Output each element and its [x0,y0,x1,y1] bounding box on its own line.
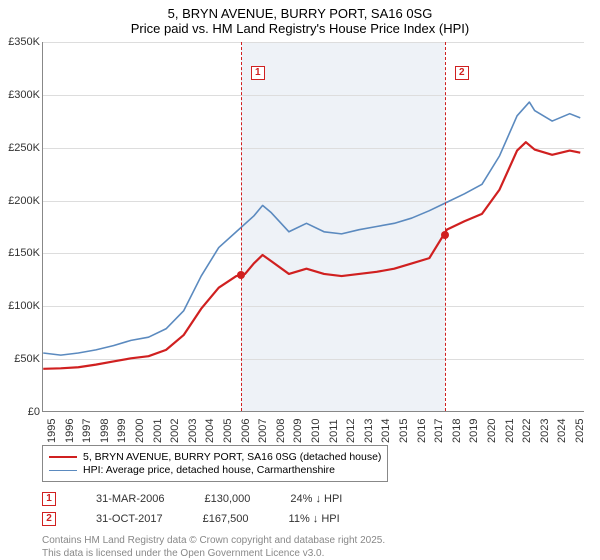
series-hpi [43,102,580,355]
footnote-marker-2: 2 [42,512,56,526]
x-axis-label: 2009 [292,419,304,443]
x-axis-label: 2020 [486,419,498,443]
chart-area: 12 [42,42,584,412]
x-axis-label: 2022 [521,419,533,443]
x-axis-label: 2005 [222,419,234,443]
legend-row-property: 5, BRYN AVENUE, BURRY PORT, SA16 0SG (de… [49,451,381,463]
y-axis-label: £200K [0,195,40,207]
marker-dot-2 [441,231,449,239]
marker-vline [241,42,242,411]
x-axis-label: 1998 [99,419,111,443]
x-axis-label: 2000 [134,419,146,443]
legend-box: 5, BRYN AVENUE, BURRY PORT, SA16 0SG (de… [42,445,388,482]
x-axis-label: 2010 [310,419,322,443]
x-axis-label: 2019 [468,419,480,443]
y-axis-label: £100K [0,300,40,312]
title-line1: 5, BRYN AVENUE, BURRY PORT, SA16 0SG [0,6,600,21]
copyright-block: Contains HM Land Registry data © Crown c… [42,534,385,560]
x-axis-label: 1995 [46,419,58,443]
chart-title-block: 5, BRYN AVENUE, BURRY PORT, SA16 0SG Pri… [0,0,600,38]
footnote-marker-1: 1 [42,492,56,506]
y-axis-label: £0 [0,406,40,418]
y-axis-label: £350K [0,36,40,48]
x-axis-label: 2008 [275,419,287,443]
x-axis-label: 2013 [363,419,375,443]
x-axis-label: 2025 [574,419,586,443]
x-axis-label: 2015 [398,419,410,443]
y-axis-label: £150K [0,247,40,259]
y-axis-label: £300K [0,89,40,101]
series-property [43,142,580,369]
x-axis-label: 1996 [64,419,76,443]
x-axis-label: 2007 [257,419,269,443]
x-axis-label: 2002 [169,419,181,443]
x-axis-label: 2001 [152,419,164,443]
footnote-row-1: 1 31-MAR-2006 £130,000 24% ↓ HPI [42,492,342,506]
x-axis-label: 2024 [556,419,568,443]
marker-dot-1 [237,271,245,279]
x-axis-label: 1997 [81,419,93,443]
y-axis-label: £250K [0,142,40,154]
x-axis-label: 1999 [116,419,128,443]
legend-label-property: 5, BRYN AVENUE, BURRY PORT, SA16 0SG (de… [83,451,381,463]
footnote-price-2: £167,500 [203,513,249,525]
x-axis-label: 2017 [433,419,445,443]
legend-label-hpi: HPI: Average price, detached house, Carm… [83,464,335,476]
x-axis-label: 2018 [451,419,463,443]
title-line2: Price paid vs. HM Land Registry's House … [0,21,600,36]
y-axis-label: £50K [0,353,40,365]
x-axis-label: 2003 [187,419,199,443]
footnote-pct-2: 11% ↓ HPI [289,513,340,525]
marker-box-1: 1 [251,66,265,80]
footnote-pct-1: 24% ↓ HPI [290,493,342,505]
legend-swatch-property [49,456,77,458]
copyright-line2: This data is licensed under the Open Gov… [42,547,385,560]
copyright-line1: Contains HM Land Registry data © Crown c… [42,534,385,547]
x-axis-label: 2021 [504,419,516,443]
x-axis-label: 2023 [539,419,551,443]
legend-row-hpi: HPI: Average price, detached house, Carm… [49,464,381,476]
x-axis-label: 2004 [204,419,216,443]
marker-vline [445,42,446,411]
chart-svg [43,42,584,411]
x-axis-label: 2012 [345,419,357,443]
marker-box-2: 2 [455,66,469,80]
legend-swatch-hpi [49,470,77,471]
x-axis-label: 2006 [240,419,252,443]
footnote-date-1: 31-MAR-2006 [96,493,164,505]
footnote-row-2: 2 31-OCT-2017 £167,500 11% ↓ HPI [42,512,340,526]
footnote-date-2: 31-OCT-2017 [96,513,163,525]
x-axis-label: 2014 [380,419,392,443]
footnote-price-1: £130,000 [204,493,250,505]
x-axis-label: 2011 [328,419,340,443]
x-axis-label: 2016 [416,419,428,443]
